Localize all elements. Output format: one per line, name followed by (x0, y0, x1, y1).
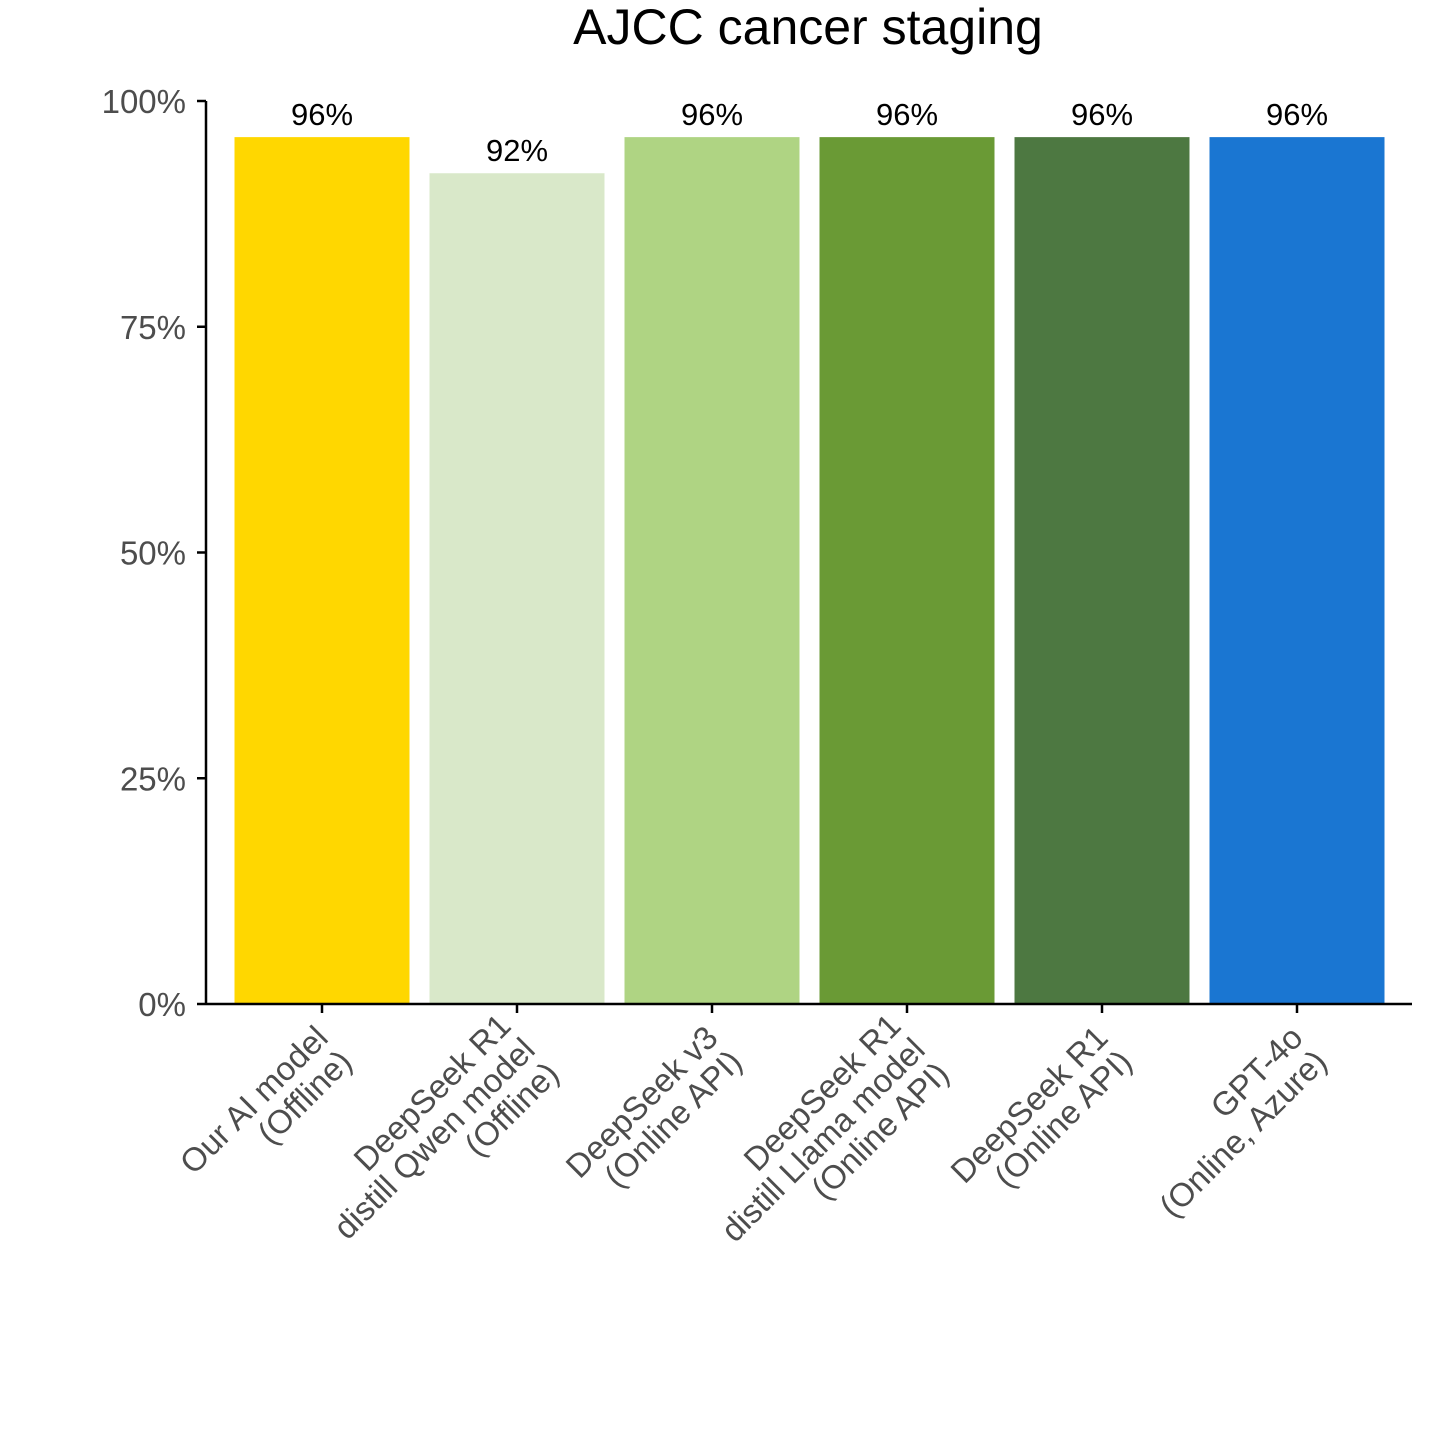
y-tick-label-3: 75% (120, 309, 186, 346)
y-tick-label-0: 0% (138, 986, 186, 1023)
bar-1 (234, 137, 410, 1004)
data-labels-group: 96% 92% 96% 96% 96% 96% (291, 97, 1328, 168)
y-tick-label-4: 100% (102, 83, 186, 120)
chart-title: AJCC cancer staging (573, 0, 1043, 55)
data-label-1: 96% (291, 97, 353, 132)
data-label-3: 96% (681, 97, 743, 132)
x-tick-label-5: DeepSeek R1(Online API) (943, 1019, 1138, 1214)
y-tick-label-2: 50% (120, 535, 186, 572)
bar-2 (429, 173, 605, 1005)
bars-group (234, 137, 1385, 1005)
x-tick-label-2: DeepSeek R1distill Qwen model(Offline) (302, 1007, 566, 1271)
x-tick-label-3: DeepSeek v3(Online API) (558, 1019, 748, 1209)
bar-5 (1014, 137, 1190, 1004)
x-tick-label-1: Our AI model(Offline) (172, 1019, 358, 1205)
y-tick-label-1: 25% (120, 760, 186, 797)
x-tick-label-6: GPT-4o(Online, Azure) (1128, 1019, 1334, 1225)
bar-3 (624, 137, 800, 1004)
data-label-6: 96% (1266, 97, 1328, 132)
x-tick-label-4-line-2: distill Llama model (714, 1031, 932, 1249)
x-axis: Our AI model(Offline)DeepSeek R1distill … (172, 1002, 1412, 1273)
data-label-2: 92% (486, 133, 548, 168)
x-tick-label-4: DeepSeek R1distill Llama model(Online AP… (690, 1007, 956, 1273)
bar-6 (1209, 137, 1385, 1004)
data-label-5: 96% (1071, 97, 1133, 132)
y-axis: 0% 25% 50% 75% 100% (102, 83, 208, 1023)
data-label-4: 96% (876, 97, 938, 132)
bar-4 (819, 137, 995, 1004)
